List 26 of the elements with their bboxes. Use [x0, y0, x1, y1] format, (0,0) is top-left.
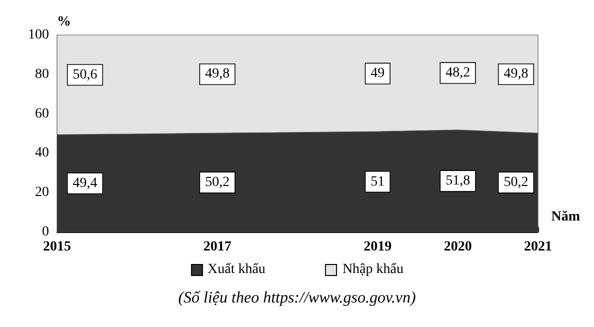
x-tick-label: 2015: [43, 240, 71, 254]
y-tick-label: 0: [42, 224, 49, 240]
y-tick-label: 80: [35, 66, 49, 82]
x-tick-label: 2020: [444, 240, 472, 254]
x-tick-label: 2019: [364, 240, 392, 254]
x-axis-title: Năm: [551, 210, 580, 224]
data-label: 51: [370, 174, 385, 190]
data-label: 49: [370, 66, 385, 82]
data-label: 48,2: [446, 65, 470, 80]
x-tick-label: 2021: [524, 240, 552, 254]
data-label: 49,8: [504, 66, 528, 82]
y-tick-label: 60: [35, 106, 49, 122]
y-axis-title: %: [57, 14, 71, 30]
y-tick-label: 100: [28, 28, 49, 42]
y-tick-label: 40: [35, 146, 49, 161]
data-label: 49,4: [72, 176, 98, 191]
legend-label: Nhập khẩu: [342, 262, 404, 278]
data-label: 50,2: [205, 175, 230, 190]
y-tick-label: 20: [35, 185, 49, 200]
data-label: 51,8: [446, 173, 470, 188]
x-tick-label: 2017: [203, 240, 232, 254]
text: Xuất khẩu: [208, 262, 266, 278]
text: (Số liệu theo https://www.gso.gov.vn): [178, 290, 416, 306]
data-label: 50,2: [504, 175, 528, 190]
data-label: 49,8: [205, 66, 230, 82]
data-label: 50,6: [72, 67, 98, 82]
